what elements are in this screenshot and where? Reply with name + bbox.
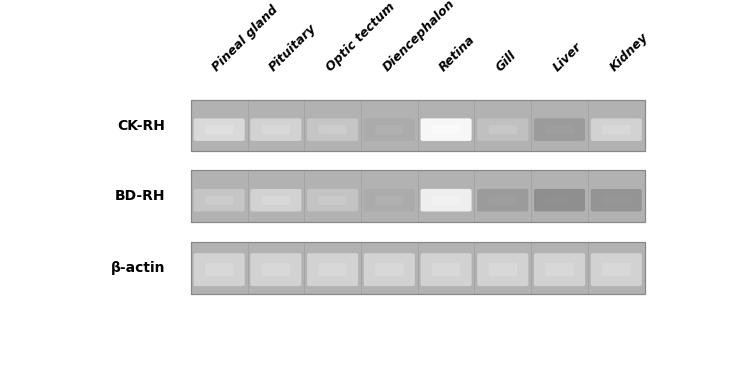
FancyBboxPatch shape xyxy=(534,189,585,212)
FancyBboxPatch shape xyxy=(318,125,347,134)
FancyBboxPatch shape xyxy=(307,119,358,141)
Text: Pineal gland: Pineal gland xyxy=(210,3,281,74)
FancyBboxPatch shape xyxy=(489,263,517,276)
FancyBboxPatch shape xyxy=(432,263,460,276)
FancyBboxPatch shape xyxy=(534,119,585,141)
FancyBboxPatch shape xyxy=(545,263,574,276)
FancyBboxPatch shape xyxy=(250,253,302,286)
FancyBboxPatch shape xyxy=(205,263,234,276)
FancyBboxPatch shape xyxy=(432,125,460,134)
FancyBboxPatch shape xyxy=(545,196,574,205)
FancyBboxPatch shape xyxy=(205,125,234,134)
FancyBboxPatch shape xyxy=(364,119,415,141)
FancyBboxPatch shape xyxy=(250,119,302,141)
FancyBboxPatch shape xyxy=(318,196,347,205)
FancyBboxPatch shape xyxy=(376,263,403,276)
Text: Diencephalon: Diencephalon xyxy=(380,0,457,74)
FancyBboxPatch shape xyxy=(205,196,234,205)
Bar xyxy=(191,242,645,294)
FancyBboxPatch shape xyxy=(591,119,642,141)
Text: BD-RH: BD-RH xyxy=(115,189,165,203)
FancyBboxPatch shape xyxy=(420,189,471,212)
FancyBboxPatch shape xyxy=(307,189,358,212)
FancyBboxPatch shape xyxy=(193,253,244,286)
FancyBboxPatch shape xyxy=(250,189,302,212)
FancyBboxPatch shape xyxy=(489,196,517,205)
FancyBboxPatch shape xyxy=(420,253,471,286)
FancyBboxPatch shape xyxy=(193,189,244,212)
FancyBboxPatch shape xyxy=(364,253,415,286)
FancyBboxPatch shape xyxy=(477,119,529,141)
Text: Pituitary: Pituitary xyxy=(266,21,319,74)
FancyBboxPatch shape xyxy=(262,263,290,276)
FancyBboxPatch shape xyxy=(591,189,642,212)
Text: Liver: Liver xyxy=(550,40,584,74)
Text: CK-RH: CK-RH xyxy=(117,119,165,132)
FancyBboxPatch shape xyxy=(364,189,415,212)
FancyBboxPatch shape xyxy=(420,119,471,141)
FancyBboxPatch shape xyxy=(602,263,630,276)
Bar xyxy=(191,170,645,222)
Text: Optic tectum: Optic tectum xyxy=(324,0,397,74)
FancyBboxPatch shape xyxy=(376,125,403,134)
FancyBboxPatch shape xyxy=(591,253,642,286)
FancyBboxPatch shape xyxy=(262,196,290,205)
Bar xyxy=(191,99,645,151)
FancyBboxPatch shape xyxy=(193,119,244,141)
FancyBboxPatch shape xyxy=(318,263,347,276)
Bar xyxy=(191,99,645,151)
FancyBboxPatch shape xyxy=(477,253,529,286)
FancyBboxPatch shape xyxy=(545,125,574,134)
FancyBboxPatch shape xyxy=(477,189,529,212)
FancyBboxPatch shape xyxy=(262,125,290,134)
Text: Gill: Gill xyxy=(493,48,519,74)
FancyBboxPatch shape xyxy=(602,125,630,134)
Text: Kidney: Kidney xyxy=(607,30,651,74)
Bar xyxy=(191,242,645,294)
FancyBboxPatch shape xyxy=(307,253,358,286)
FancyBboxPatch shape xyxy=(432,196,460,205)
FancyBboxPatch shape xyxy=(602,196,630,205)
Bar xyxy=(191,170,645,222)
Text: Retina: Retina xyxy=(437,33,478,74)
FancyBboxPatch shape xyxy=(489,125,517,134)
FancyBboxPatch shape xyxy=(376,196,403,205)
FancyBboxPatch shape xyxy=(534,253,585,286)
Text: β-actin: β-actin xyxy=(111,261,165,275)
